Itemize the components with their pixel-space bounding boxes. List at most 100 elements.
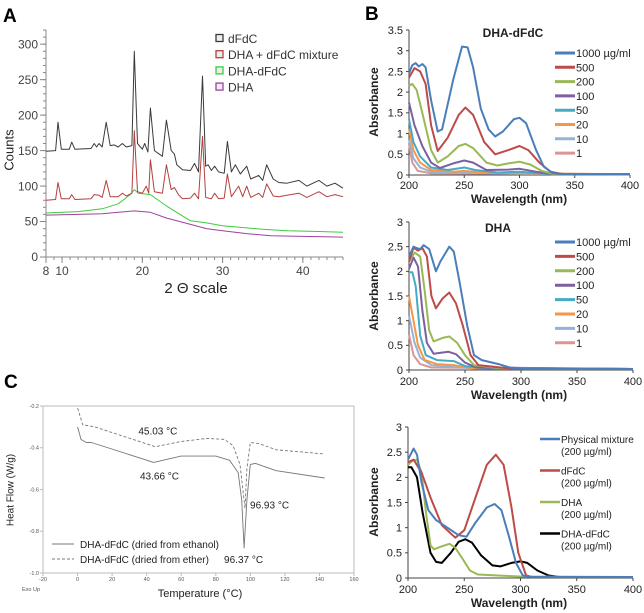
y-tick-label: 300 (18, 37, 38, 51)
x-tick-label: 350 (568, 376, 586, 388)
legend-label: DHA (561, 498, 582, 509)
y-tick-label: 0.5 (388, 340, 403, 352)
y-tick-label: 0.5 (388, 149, 403, 161)
y-tick-label: 2.5 (388, 66, 403, 78)
x-axis-label: Wavelength (nm) (471, 596, 567, 610)
legend-label: DHA-dFdC (561, 530, 610, 541)
x-tick-label: 200 (399, 584, 417, 596)
legend-label: 1 (576, 338, 582, 350)
legend-label: 1 (576, 148, 582, 160)
y-tick-label: 1.5 (388, 108, 403, 120)
x-tick-label: 400 (624, 584, 642, 596)
legend-label: DHA-dFdC (dried from ethanol) (80, 540, 219, 551)
chart-title: DHA (485, 221, 511, 235)
y-tick-label: 2.5 (388, 242, 403, 254)
x-tick-label: 160 (349, 577, 358, 583)
legend-swatch (215, 82, 224, 91)
legend-label: 200 (576, 77, 594, 89)
legend-label: 1000 µg/ml (576, 48, 631, 60)
x-tick-label: 140 (315, 577, 324, 583)
x-tick-label: 40 (144, 577, 150, 583)
y-tick-label: 2 (397, 87, 403, 99)
x-tick-label: 300 (512, 376, 530, 388)
y-tick-label: -1.0 (30, 571, 39, 577)
series-line-1 (77, 407, 325, 509)
legend-label: DHA (228, 81, 253, 95)
legend-swatch (215, 66, 224, 75)
x-tick-label: 10 (55, 264, 69, 278)
y-tick-label: 250 (18, 73, 38, 87)
legend-swatch (215, 50, 224, 59)
chart-3: 200 250 300 350 400 0 0.5 1 1.5 2 2.5 3 Wavelength (… (367, 422, 642, 610)
legend-label: (200 µg/ml) (561, 510, 612, 521)
x-axis-label: 2 Θ scale (164, 280, 227, 297)
chart-1: 200 250 300 350 400 0 0.5 1 1.5 2 2.5 3 3.5 Wavelengt… (367, 25, 639, 206)
series-line-0 (45, 50, 344, 189)
x-tick-label: -20 (39, 577, 47, 583)
series-line-5 (408, 129, 631, 176)
chart-2: 200 250 300 350 400 0 0.5 1 1.5 2 2.5 3 Wavelength (… (367, 217, 642, 402)
y-axis-label: Heat Flow (W/g) (6, 454, 17, 526)
y-tick-label: 100 (18, 179, 38, 193)
y-tick-label: 50 (25, 215, 39, 229)
peak-annotation: 96.93 °C (250, 500, 289, 511)
series-line-1 (408, 246, 634, 370)
legend-label: 50 (576, 295, 588, 307)
x-tick-label: 40 (296, 264, 310, 278)
series-line-2 (408, 251, 634, 370)
y-tick-label: 0 (31, 250, 38, 264)
y-tick-label: 200 (18, 108, 38, 122)
y-tick-label: 0.5 (387, 548, 402, 560)
x-tick-label: 400 (624, 376, 642, 388)
series-line-2 (408, 82, 631, 176)
legend-label: DHA + dFdC mixture (228, 48, 339, 62)
x-axis-label: Wavelength (nm) (471, 388, 567, 402)
series-line-4 (408, 118, 630, 176)
x-tick-label: 300 (511, 584, 529, 596)
y-tick-label: 1 (397, 128, 403, 140)
legend-label: 50 (576, 105, 588, 117)
x-tick-label: 300 (510, 180, 528, 192)
series-line-0 (408, 45, 630, 176)
panel-label-b: B (365, 4, 379, 25)
legend-label: 10 (576, 134, 588, 146)
peak-annotation: 96.37 °C (224, 555, 263, 566)
legend-label: dFdC (561, 467, 585, 478)
legend-label: 100 (576, 91, 594, 103)
x-tick-label: 250 (456, 376, 474, 388)
series-line-3 (45, 210, 344, 238)
y-tick-label: -0.2 (30, 404, 39, 410)
x-tick-label: 8 (43, 264, 50, 278)
x-tick-label: 100 (246, 577, 255, 583)
panel-label-a: A (3, 6, 17, 27)
x-tick-label: 20 (109, 577, 115, 583)
y-tick-label: 1 (397, 316, 403, 328)
panel-label-c: C (4, 372, 18, 393)
y-axis-label: Counts (1, 129, 16, 171)
y-tick-label: 3 (397, 46, 403, 58)
x-tick-label: 200 (400, 376, 418, 388)
y-tick-label: 1 (396, 523, 402, 535)
y-tick-label: 3.5 (388, 25, 403, 37)
x-tick-label: 250 (455, 180, 473, 192)
x-tick-label: 0 (76, 577, 79, 583)
x-axis-label: Temperature (°C) (158, 588, 242, 600)
peak-annotation: 45.03 °C (138, 427, 177, 438)
y-tick-label: 150 (18, 144, 38, 158)
x-tick-label: 350 (566, 180, 584, 192)
y-tick-label: 0 (397, 365, 403, 377)
x-tick-label: 250 (455, 584, 473, 596)
y-axis-label: Absorbance (367, 261, 381, 331)
x-tick-label: 60 (178, 577, 184, 583)
y-tick-label: 0 (396, 573, 402, 585)
x-tick-label: 400 (621, 180, 639, 192)
y-tick-label: -0.8 (30, 529, 39, 535)
y-tick-label: 1.5 (387, 497, 402, 509)
series-line-5 (408, 295, 634, 370)
legend-label: 10 (576, 323, 588, 335)
y-tick-label: -0.4 (30, 446, 39, 452)
x-tick-label: 30 (216, 264, 230, 278)
series-line-3 (408, 102, 630, 176)
